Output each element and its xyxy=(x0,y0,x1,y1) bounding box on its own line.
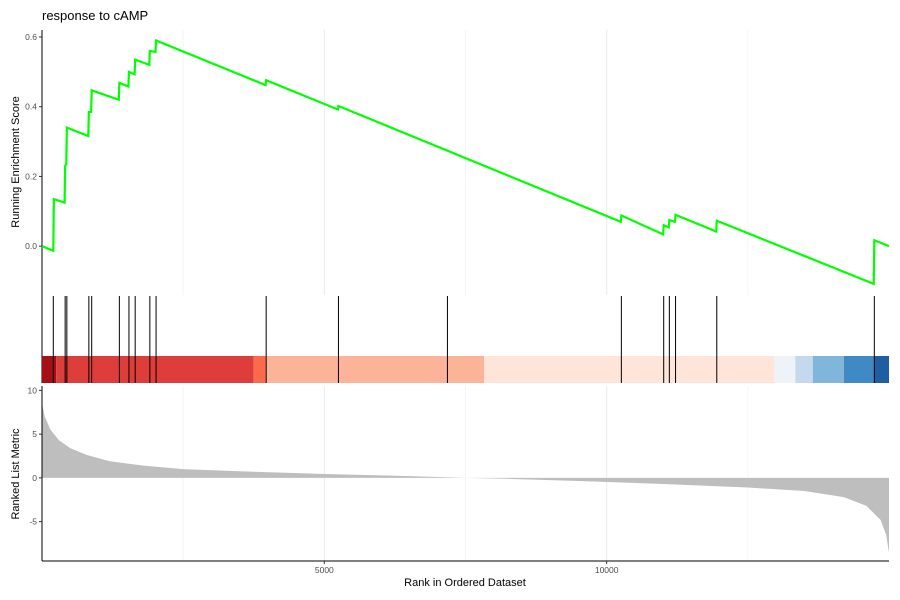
enrichment-y-tick-label: 0.2 xyxy=(25,171,37,181)
x-axis-label: Rank in Ordered Dataset xyxy=(404,577,526,589)
ranked-metric-y-tick-label: -5 xyxy=(29,517,37,527)
enrichment-y-axis-label: Running Enrichment Score xyxy=(10,96,22,227)
ranked-metric-y-ticks: 10 5 0 -5 xyxy=(28,385,42,527)
ranked-metric-y-tick-label: 0 xyxy=(32,473,37,483)
rank-color-segment xyxy=(265,356,485,383)
rank-color-segment xyxy=(812,356,844,383)
ranked-metric-y-axis-label: Ranked List Metric xyxy=(10,428,22,520)
enrichment-y-tick-label: 0.4 xyxy=(25,102,37,112)
ranked-metric-panel: 10 5 0 -5 5000 10000 Ranked List Metric Rank… xyxy=(10,385,889,589)
gene-hit-lines xyxy=(52,296,875,383)
rank-color-bar xyxy=(42,356,889,383)
enrichment-y-tick-label: 0.6 xyxy=(25,32,37,42)
rank-color-segment xyxy=(843,356,875,383)
rank-color-segment xyxy=(795,356,813,383)
enrichment-panel: 0.6 0.4 0.2 0.0 Running Enrichment Score xyxy=(10,30,890,295)
rank-color-segment xyxy=(253,356,266,383)
hits-panel xyxy=(41,295,889,383)
enrichment-score-line xyxy=(41,38,890,286)
ranked-metric-area xyxy=(42,403,889,554)
x-axis-ticks: 5000 10000 xyxy=(315,561,619,575)
rank-color-segment xyxy=(56,356,254,383)
chart-title: response to cAMP xyxy=(42,8,148,23)
enrichment-y-tick-label: 0.0 xyxy=(25,241,37,251)
x-tick-label: 10000 xyxy=(595,565,619,575)
enrichment-gridlines xyxy=(182,30,749,295)
enrichment-y-ticks: 0.6 0.4 0.2 0.0 xyxy=(25,32,42,251)
rank-color-segment xyxy=(774,356,796,383)
rank-color-segment xyxy=(484,356,775,383)
rank-color-segment xyxy=(42,356,57,383)
ranked-metric-y-tick-label: 10 xyxy=(28,385,38,395)
rank-color-segment xyxy=(874,356,889,383)
x-tick-label: 5000 xyxy=(315,565,334,575)
ranked-metric-y-tick-label: 5 xyxy=(32,429,37,439)
